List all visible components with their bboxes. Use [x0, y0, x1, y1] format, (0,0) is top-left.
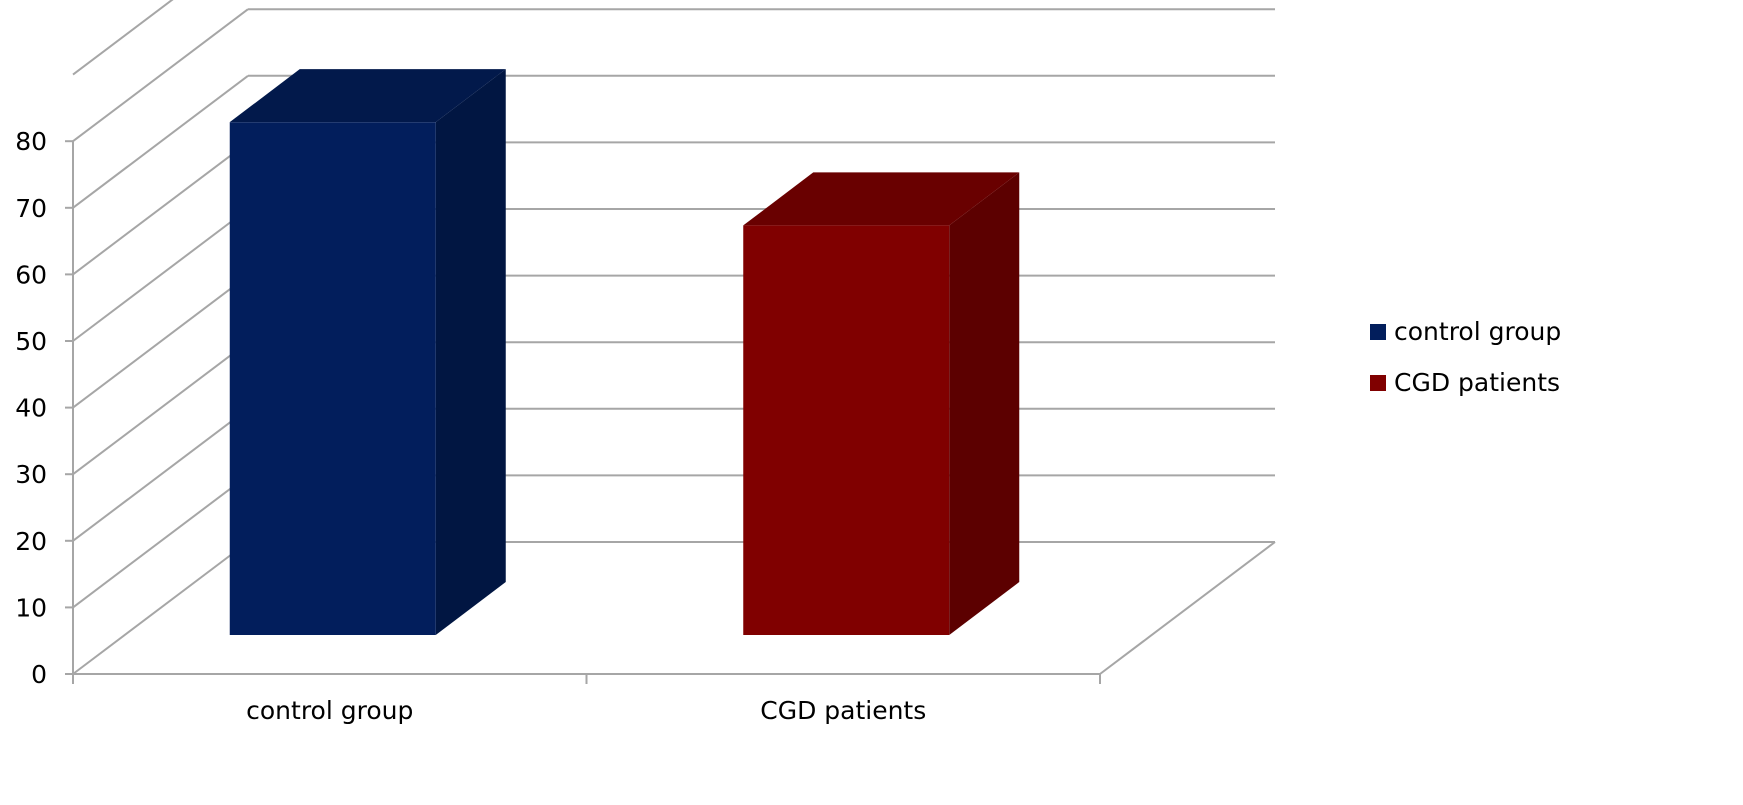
- legend-item-1: CGD patients: [1370, 368, 1560, 397]
- legend-item-0: control group: [1370, 317, 1561, 346]
- side-gridline-60: [72, 141, 249, 276]
- side-gridline-50: [72, 208, 249, 342]
- side-gridline-30: [72, 341, 249, 475]
- side-gridline-20: [72, 408, 249, 542]
- side-gridline-40: [72, 274, 249, 409]
- legend-label-0: control group: [1394, 317, 1561, 346]
- y-tick-label-50: 50: [15, 327, 47, 356]
- legend: control group CGD patients: [1370, 317, 1561, 397]
- side-gridline-10: [72, 474, 249, 609]
- bars: [229, 69, 1020, 636]
- y-tick-label-40: 40: [15, 394, 47, 423]
- side-gridline-80: [72, 8, 249, 142]
- bar-1: [743, 172, 1020, 635]
- bar-front-0: [229, 122, 436, 636]
- bar-side-1: [949, 172, 1020, 635]
- y-tick-label-10: 10: [15, 593, 47, 622]
- bar-0: [229, 69, 506, 636]
- legend-swatch-0: [1370, 324, 1386, 340]
- bar-top-1: [743, 172, 1020, 226]
- side-gridline-70: [72, 75, 249, 209]
- y-tick-label-30: 30: [15, 460, 47, 489]
- legend-swatch-1: [1370, 375, 1386, 391]
- legend-label-1: CGD patients: [1394, 368, 1560, 397]
- y-tick-label-20: 20: [15, 527, 47, 556]
- y-tick-label-60: 60: [15, 260, 47, 289]
- y-axis-ticks: 0 10 20 30 40 50 60 70 80: [15, 127, 74, 689]
- x-tick-label-1: CGD patients: [760, 696, 926, 725]
- side-gridline-top: [72, 0, 174, 76]
- y-tick-label-80: 80: [15, 127, 47, 156]
- bar-front-1: [743, 225, 950, 635]
- bar-top-0: [229, 69, 506, 123]
- side-gridline-0: [72, 541, 249, 675]
- x-axis: control group CGD patients: [72, 673, 1101, 725]
- x-tick-label-0: control group: [246, 696, 413, 725]
- y-tick-label-0: 0: [31, 660, 47, 689]
- bar-side-0: [435, 69, 506, 636]
- floor-right-edge: [1099, 541, 1276, 675]
- y-tick-label-70: 70: [15, 194, 47, 223]
